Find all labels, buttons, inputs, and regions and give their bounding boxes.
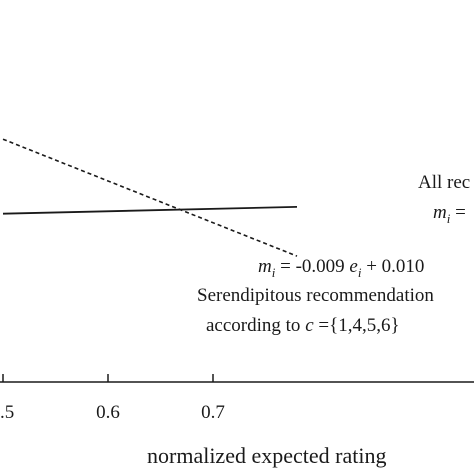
all-rec-label: All rec [418, 172, 470, 193]
x-tick-label: 0.7 [201, 402, 225, 423]
x-ticks: .5 0.6 0.7 [0, 374, 225, 423]
serendipitous-line [2, 138, 298, 257]
x-axis-label: normalized expected rating [147, 443, 386, 468]
seren-label: Serendipitous recommendation [197, 285, 434, 306]
all-recommendations-line [2, 206, 298, 215]
seren-criteria: according to c ={1,4,5,6} [206, 315, 400, 336]
seren-equation: mi = -0.009 ei + 0.010 [258, 256, 424, 280]
all-rec-equation: mi = [433, 202, 466, 226]
plot-lines [2, 138, 298, 257]
x-tick-label: .5 [0, 402, 14, 423]
x-tick-label: 0.6 [96, 402, 120, 423]
